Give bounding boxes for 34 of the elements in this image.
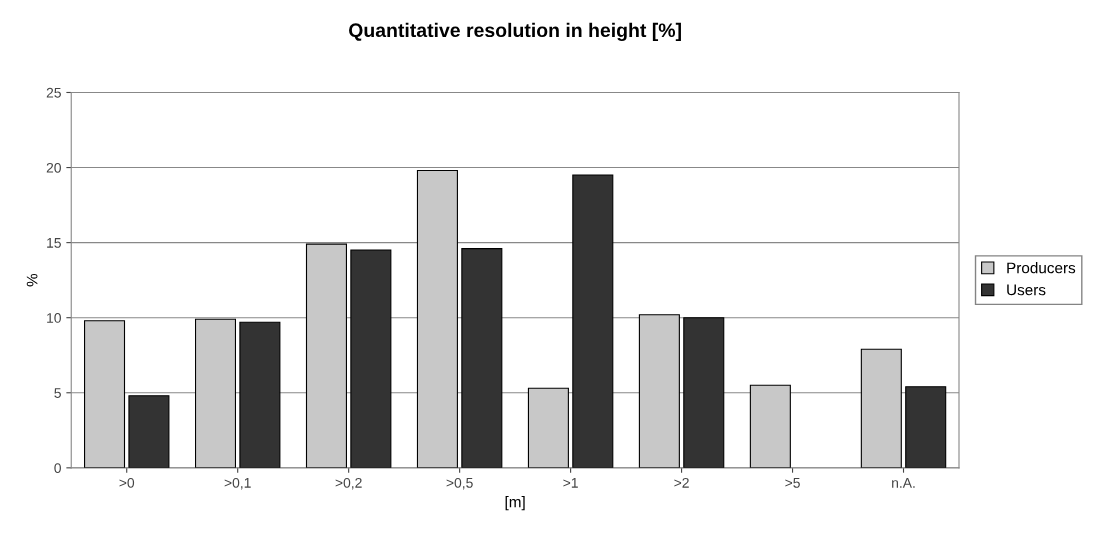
x-tick-label: >0,2 [335,477,362,490]
x-axis-title: [m] [505,496,525,511]
x-tick-label: n.A. [892,478,915,488]
bar [572,174,614,468]
legend-label: Producers [1007,262,1076,274]
bar [84,320,126,468]
x-tick-label: >1 [563,478,578,488]
bar [461,248,503,468]
bar [239,321,281,468]
bar [749,384,791,468]
bar [305,243,348,468]
bar [860,348,902,468]
x-tick-label: >0,1 [224,477,251,490]
legend-label: Users [1007,284,1046,296]
y-tick-label: 10 [47,313,61,323]
bar [350,249,392,468]
x-tick-label: >5 [785,478,800,488]
y-axis-title: % [26,273,38,287]
x-tick-label: >2 [674,477,689,488]
chart-title: Quantitative resolution in height [%] [349,22,681,42]
bar [638,314,680,468]
x-tick-label: >0,5 [446,477,473,490]
bar [194,318,237,468]
bar [128,395,170,468]
x-tick-label: >0 [119,477,135,488]
bar [416,169,458,468]
bar [527,387,569,468]
y-tick-label: 25 [46,87,61,98]
bar [683,317,725,468]
y-tick-label: 20 [46,162,61,173]
y-tick-label: 15 [47,238,61,248]
y-tick-label: 0 [54,463,61,474]
y-tick-label: 5 [54,388,61,398]
bar [905,386,947,468]
